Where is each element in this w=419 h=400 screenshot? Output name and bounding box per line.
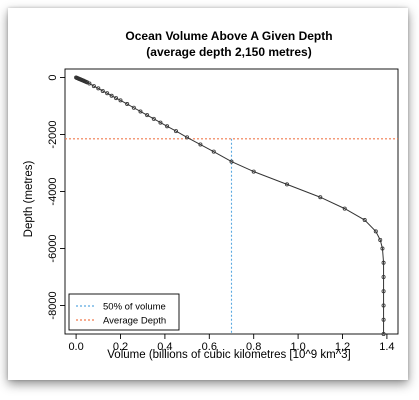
data-point [109, 93, 114, 98]
x-tick-label: 1.0 [290, 341, 305, 353]
x-tick-label: 0.8 [246, 341, 261, 353]
data-point [381, 331, 386, 336]
data-point [185, 135, 190, 140]
data-point [373, 229, 378, 234]
data-point [151, 116, 156, 121]
data-point [381, 275, 386, 280]
data-point [381, 317, 386, 322]
x-tick-label: 1.4 [379, 341, 394, 353]
data-point [114, 96, 119, 101]
data-point [198, 142, 203, 147]
data-point [381, 289, 386, 294]
data-point [138, 109, 143, 114]
chart-card: Ocean Volume Above A Given Depth (averag… [8, 8, 408, 380]
plot-area: 0.0 0.2 0.4 0.6 0.8 1.0 1.2 1.4 0 -2000 -4000 -6000… [47, 68, 399, 353]
y-tick-label: -2000 [47, 120, 59, 148]
y-tick-label: -8000 [47, 291, 59, 319]
data-point [284, 182, 289, 187]
legend-label: Average Depth [103, 316, 166, 327]
data-point [118, 98, 123, 103]
x-tick-label: 1.2 [335, 341, 350, 353]
data-point [211, 149, 216, 154]
data-point [165, 124, 170, 129]
data-point [318, 195, 323, 200]
chart-subtitle: (average depth 2,150 metres) [146, 45, 311, 59]
data-point [380, 246, 385, 251]
x-tick-label: 0.2 [113, 341, 128, 353]
legend-box [68, 293, 180, 331]
chart: Ocean Volume Above A Given Depth (averag… [23, 29, 399, 361]
x-tick-label: 0.0 [68, 341, 83, 353]
y-tick-label: -6000 [47, 234, 59, 262]
chart-title: Ocean Volume Above A Given Depth [125, 29, 332, 43]
data-point [229, 159, 234, 164]
data-point [362, 218, 367, 223]
x-tick-label: 0.4 [157, 341, 172, 353]
data-point [91, 84, 96, 89]
data-point [251, 169, 256, 174]
data-point [125, 102, 130, 107]
data-point [87, 81, 92, 86]
data-point [173, 129, 178, 134]
y-tick-label: -4000 [47, 177, 59, 205]
data-point [378, 237, 383, 242]
plot-frame [64, 68, 399, 335]
data-point [158, 120, 163, 125]
y-axis-label: Depth (metres) [23, 160, 35, 237]
x-axis-label: Volume (billions of cubic kilometres [10… [107, 349, 350, 361]
data-point [342, 206, 347, 211]
data-point [96, 86, 101, 91]
data-point [105, 91, 110, 96]
x-tick-label: 0.6 [202, 341, 217, 353]
data-point [381, 260, 386, 265]
data-point [100, 88, 105, 93]
legend-label: 50% of volume [103, 302, 166, 313]
data-point [131, 105, 136, 110]
data-point [145, 113, 150, 118]
y-tick-label: 0 [47, 74, 59, 80]
data-point [381, 303, 386, 308]
